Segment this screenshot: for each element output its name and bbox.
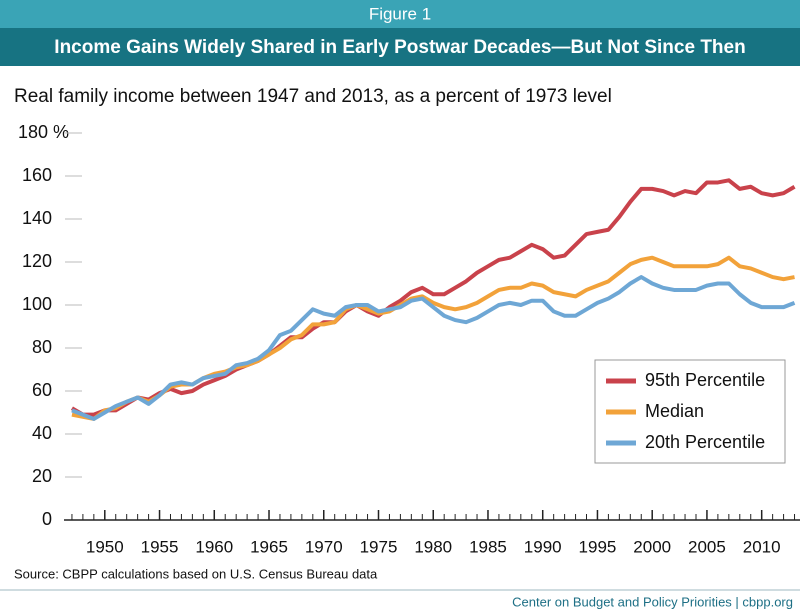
y-tick-label: 20 bbox=[32, 466, 52, 486]
y-tick-label: 140 bbox=[22, 208, 52, 228]
y-tick-label: 120 bbox=[22, 251, 52, 271]
header: Figure 1 bbox=[369, 4, 431, 23]
x-tick-label: 1970 bbox=[305, 537, 343, 556]
source: Source: CBPP calculations based on U.S. … bbox=[14, 566, 378, 581]
y-tick-label: 40 bbox=[32, 423, 52, 443]
x-tick-label: 1985 bbox=[469, 537, 507, 556]
x-tick-label: 1975 bbox=[360, 537, 398, 556]
y-tick-label: 180 % bbox=[18, 122, 69, 142]
x-tick-label: 1995 bbox=[579, 537, 617, 556]
chart-title: Income Gains Widely Shared in Early Post… bbox=[54, 37, 745, 58]
x-tick-label: 1955 bbox=[141, 537, 179, 556]
legend-label: Median bbox=[645, 401, 704, 421]
x-tick-label: 2000 bbox=[633, 537, 671, 556]
y-tick-label: 160 bbox=[22, 165, 52, 185]
y-tick-label: 100 bbox=[22, 294, 52, 314]
legend-label: 95th Percentile bbox=[645, 370, 765, 390]
title-bar bbox=[0, 28, 800, 66]
x-tick-label: 1960 bbox=[195, 537, 233, 556]
series-line bbox=[71, 275, 796, 421]
subtitle: Real family income between 1947 and 2013… bbox=[14, 86, 612, 107]
y-tick-label: 60 bbox=[32, 380, 52, 400]
x-tick-label: 1980 bbox=[414, 537, 452, 556]
series-line bbox=[70, 178, 796, 417]
y-tick-label: 80 bbox=[32, 337, 52, 357]
x-tick-label: 2010 bbox=[743, 537, 781, 556]
header-bar bbox=[0, 0, 800, 28]
legend-label: 20th Percentile bbox=[645, 432, 765, 452]
y-tick-label: 0 bbox=[42, 509, 52, 529]
legend-box bbox=[594, 359, 786, 464]
x-tick-label: 1965 bbox=[250, 537, 288, 556]
credit: Center on Budget and Policy Priorities |… bbox=[512, 594, 793, 609]
x-tick-label: 2005 bbox=[688, 537, 726, 556]
x-tick-label: 1950 bbox=[86, 537, 124, 556]
x-tick-label: 1990 bbox=[524, 537, 562, 556]
